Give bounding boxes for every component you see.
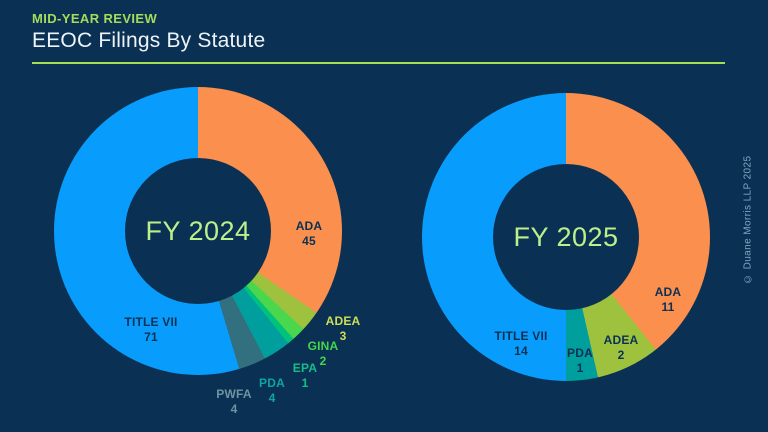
donut-chart-fy2024: FY 2024	[54, 87, 342, 375]
donut-hole-fy2025	[493, 164, 639, 310]
segment-label-ada-fy2025: ADA 11	[634, 286, 702, 314]
segment-value: 45	[302, 234, 316, 248]
segment-name: TITLE VII	[494, 329, 548, 343]
segment-label-titlevii-fy2025: TITLE VII 14	[474, 330, 568, 358]
eyebrow-label: MID-YEAR REVIEW	[32, 11, 158, 26]
segment-value: 4	[268, 391, 276, 405]
donut-center-label-fy2024: FY 2024	[145, 215, 251, 246]
segment-name: GINA	[307, 339, 339, 353]
segment-name: PWFA	[216, 387, 252, 401]
segment-value: 4	[230, 402, 238, 416]
segment-label-ada-fy2024: ADA 45	[277, 220, 341, 248]
segment-value: 2	[319, 354, 327, 368]
header-underline	[32, 62, 725, 64]
segment-value: 2	[617, 348, 625, 362]
donut-chart-fy2025: FY 2025	[422, 93, 710, 381]
segment-name: ADA	[654, 285, 682, 299]
segment-name: ADEA	[325, 314, 361, 328]
segment-label-gina-fy2024: GINA 2	[301, 340, 345, 368]
segment-value: 11	[661, 300, 675, 314]
donut-hole-fy2024	[125, 158, 271, 304]
segment-label-adea-fy2024: ADEA 3	[321, 315, 365, 343]
segment-name: ADEA	[603, 333, 639, 347]
segment-label-pwfa-fy2024: PWFA 4	[211, 388, 257, 416]
segment-name: ADA	[295, 219, 323, 233]
copyright-text: © Duane Morris LLP 2025	[742, 155, 754, 285]
segment-name: PDA	[259, 376, 285, 390]
segment-name: TITLE VII	[124, 315, 178, 329]
segment-label-pda-fy2025: PDA 1	[557, 347, 603, 375]
donut-center-label-fy2025: FY 2025	[513, 221, 619, 252]
segment-label-titlevii-fy2024: TITLE VII 71	[103, 316, 199, 344]
segment-value: 3	[339, 329, 347, 343]
segment-label-adea-fy2025: ADEA 2	[595, 334, 647, 362]
segment-value: 1	[301, 376, 309, 390]
segment-label-pda-fy2024: PDA 4	[253, 377, 291, 405]
segment-name: EPA	[292, 361, 318, 375]
segment-value: 71	[144, 330, 158, 344]
segment-value: 14	[514, 344, 528, 358]
segment-value: 1	[576, 361, 584, 375]
segment-name: PDA	[567, 346, 593, 360]
page-title: EEOC Filings By Statute	[32, 29, 266, 52]
segment-label-epa-fy2024: EPA 1	[286, 362, 324, 390]
